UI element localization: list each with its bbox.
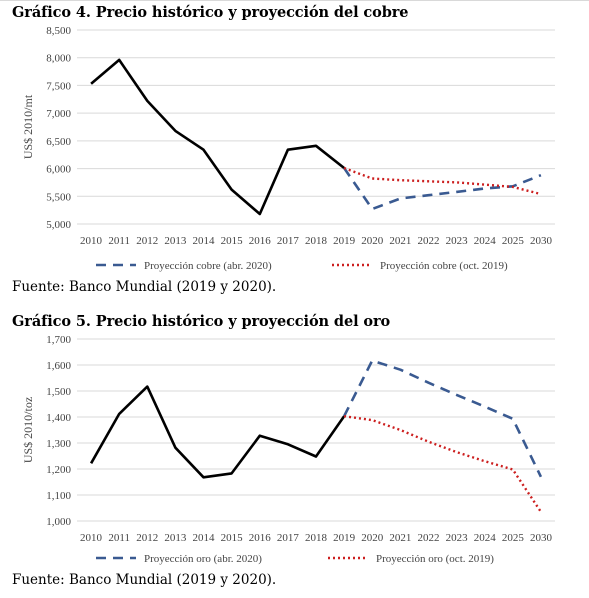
legend-label: Proyección cobre (oct. 2019) — [380, 260, 508, 272]
y-tick-label: 1,300 — [46, 438, 71, 450]
legend-label: Proyección oro (oct. 2019) — [376, 553, 494, 565]
y-tick-label: 8,500 — [46, 25, 71, 37]
y-tick-label: 7,500 — [46, 80, 71, 92]
x-tick-label: 2013 — [164, 235, 187, 247]
x-tick-label: 2030 — [530, 235, 553, 247]
y-tick-label: 1,400 — [46, 412, 71, 424]
y-tick-label: 8,000 — [46, 53, 71, 65]
x-tick-label: 2010 — [80, 532, 103, 544]
x-tick-label: 2022 — [417, 235, 439, 247]
x-tick-label: 2021 — [389, 235, 411, 247]
copper-chart: 5,000 5,500 6,000 6,500 7,000 7,500 8,000 8,500… — [21, 25, 555, 272]
top-divider — [0, 0, 589, 1]
x-tick-label: 2023 — [446, 235, 469, 247]
x-tick-label: 2019 — [333, 235, 356, 247]
x-tick-label: 2011 — [108, 532, 130, 544]
x-tick-label: 2024 — [474, 532, 497, 544]
x-tick-label: 2013 — [164, 532, 187, 544]
x-tick-label: 2024 — [474, 235, 497, 247]
series-line-proj-oct — [343, 166, 542, 196]
series-line-proj-oct — [343, 415, 542, 513]
y-tick-label: 5,000 — [46, 219, 71, 231]
x-tick-label: 2021 — [389, 532, 411, 544]
y-axis-label: US$ 2010/mt — [21, 94, 35, 159]
y-tick-label: 7,000 — [46, 108, 71, 120]
y-tick-label: 5,500 — [46, 191, 71, 203]
x-tick-label: 2017 — [277, 235, 300, 247]
x-tick-label: 2022 — [417, 532, 439, 544]
y-tick-label: 1,100 — [46, 490, 71, 502]
x-tick-label: 2018 — [305, 235, 328, 247]
x-tick-label: 2015 — [221, 532, 244, 544]
series-line-historical — [89, 385, 346, 479]
x-tick-label: 2030 — [530, 532, 553, 544]
y-tick-label: 1,200 — [46, 464, 71, 476]
y-tick-label: 6,500 — [46, 136, 71, 148]
source-note-gold: Fuente: Banco Mundial (2019 y 2020). — [12, 572, 277, 588]
gold-chart: 1,000 1,100 1,200 1,300 1,400 1,500 1,600 1,700… — [21, 334, 555, 565]
x-tick-label: 2014 — [193, 532, 216, 544]
y-tick-label: 1,500 — [46, 386, 71, 398]
x-tick-label: 2019 — [333, 532, 356, 544]
series-line-proj-abr — [343, 167, 542, 211]
x-tick-label: 2014 — [193, 235, 216, 247]
x-tick-label: 2015 — [221, 235, 244, 247]
x-tick-label: 2016 — [249, 235, 272, 247]
series-line-proj-abr — [342, 359, 543, 478]
chart-title-gold: Gráfico 5. Precio histórico y proyección… — [12, 313, 391, 330]
legend-label: Proyección oro (abr. 2020) — [144, 553, 262, 565]
x-tick-label: 2020 — [361, 532, 384, 544]
x-tick-label: 2016 — [249, 532, 272, 544]
x-tick-label: 2025 — [502, 532, 525, 544]
x-tick-label: 2018 — [305, 532, 328, 544]
chart-title-copper: Gráfico 4. Precio histórico y proyección… — [12, 4, 409, 21]
legend-label: Proyección cobre (abr. 2020) — [144, 260, 272, 272]
x-tick-label: 2012 — [136, 532, 158, 544]
x-tick-label: 2020 — [361, 235, 384, 247]
y-tick-label: 1,000 — [46, 516, 71, 528]
y-tick-label: 1,700 — [46, 334, 71, 346]
x-tick-label: 2010 — [80, 235, 103, 247]
x-tick-label: 2023 — [446, 532, 469, 544]
y-axis-label: US$ 2010/toz — [21, 397, 35, 463]
y-tick-label: 1,600 — [46, 360, 71, 372]
x-tick-label: 2017 — [277, 532, 300, 544]
y-tick-label: 6,000 — [46, 164, 71, 176]
source-note-copper: Fuente: Banco Mundial (2019 y 2020). — [12, 279, 277, 295]
x-tick-label: 2025 — [502, 235, 525, 247]
x-tick-label: 2012 — [136, 235, 158, 247]
series-line-historical — [90, 58, 345, 216]
x-tick-label: 2011 — [108, 235, 130, 247]
